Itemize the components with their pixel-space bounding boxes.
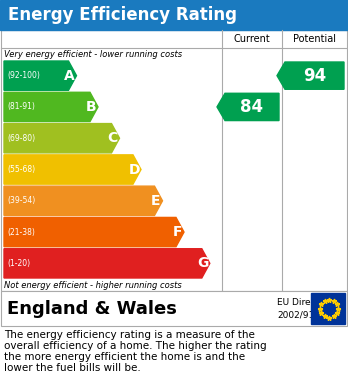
Text: (39-54): (39-54) (7, 196, 35, 205)
Polygon shape (4, 186, 163, 215)
Bar (1, 30, 347, 291)
Polygon shape (217, 93, 279, 120)
Text: Not energy efficient - higher running costs: Not energy efficient - higher running co… (4, 281, 182, 290)
Polygon shape (4, 217, 184, 247)
Text: EU Directive
2002/91/EC: EU Directive 2002/91/EC (277, 298, 333, 319)
Text: 94: 94 (303, 66, 326, 84)
Text: Potential: Potential (293, 34, 336, 44)
Text: (21-38): (21-38) (7, 228, 35, 237)
Polygon shape (4, 155, 141, 184)
Text: C: C (108, 131, 118, 145)
Polygon shape (4, 249, 210, 278)
Polygon shape (4, 92, 98, 122)
Polygon shape (4, 124, 119, 153)
Text: Very energy efficient - lower running costs: Very energy efficient - lower running co… (4, 50, 182, 59)
Polygon shape (4, 61, 77, 90)
Text: the more energy efficient the home is and the: the more energy efficient the home is an… (4, 352, 245, 362)
Text: (81-91): (81-91) (7, 102, 35, 111)
Text: A: A (64, 69, 75, 83)
Text: Energy Efficiency Rating: Energy Efficiency Rating (8, 6, 237, 24)
Text: overall efficiency of a home. The higher the rating: overall efficiency of a home. The higher… (4, 341, 267, 351)
Text: B: B (86, 100, 96, 114)
Text: E: E (151, 194, 160, 208)
Text: lower the fuel bills will be.: lower the fuel bills will be. (4, 363, 141, 373)
Text: 84: 84 (240, 98, 263, 116)
Text: F: F (172, 225, 182, 239)
Text: The energy efficiency rating is a measure of the: The energy efficiency rating is a measur… (4, 330, 255, 340)
Text: (69-80): (69-80) (7, 134, 35, 143)
Text: G: G (197, 256, 208, 270)
Text: (92-100): (92-100) (7, 71, 40, 80)
Bar (1, 291, 347, 326)
Text: (1-20): (1-20) (7, 259, 30, 268)
Text: D: D (128, 163, 140, 176)
Text: England & Wales: England & Wales (7, 300, 177, 317)
Bar (311, 293, 345, 324)
Text: Current: Current (234, 34, 270, 44)
Polygon shape (277, 62, 344, 89)
Text: (55-68): (55-68) (7, 165, 35, 174)
Bar (0, 0, 348, 30)
